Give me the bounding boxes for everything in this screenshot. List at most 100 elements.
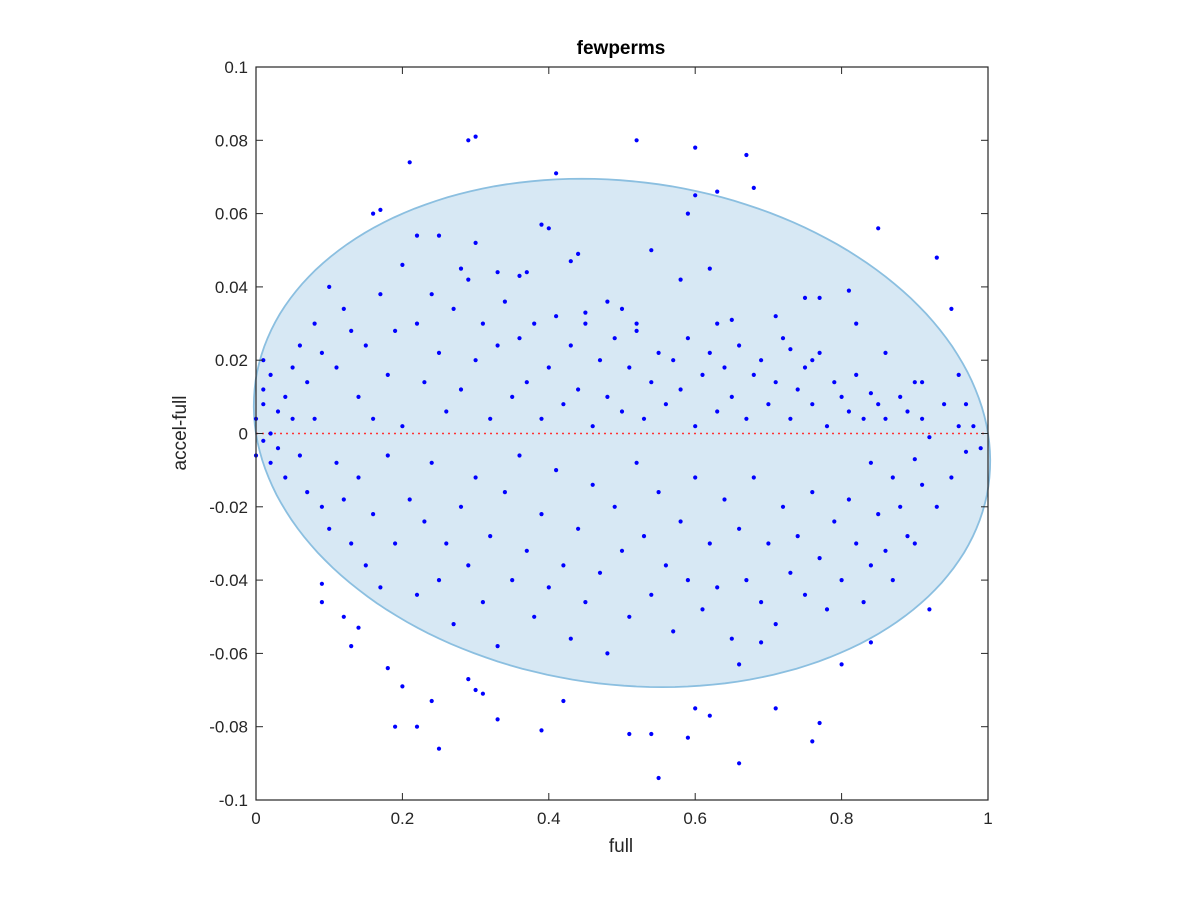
data-point [305,380,310,385]
data-point [627,365,632,370]
data-point [363,563,368,568]
data-point [649,731,654,737]
data-point [612,336,617,341]
data-point [444,409,449,414]
data-point [283,475,288,480]
data-point [890,475,895,480]
data-point [707,713,712,718]
data-point [868,391,874,396]
data-point [788,347,793,352]
data-point [473,687,478,693]
data-point [802,592,808,597]
data-point [510,394,515,399]
data-point [436,350,442,355]
data-point [773,706,778,711]
data-point [722,365,727,370]
data-point [656,490,661,495]
data-point [312,416,317,421]
data-point [371,511,376,517]
data-point [290,416,295,421]
data-point [583,321,588,326]
data-point [576,526,581,531]
data-point [539,728,544,733]
y-tick-label: 0.08 [215,131,248,150]
data-point [876,511,881,517]
data-point [275,446,281,451]
data-point [275,409,281,414]
data-point [268,460,273,465]
data-point [759,600,764,605]
y-tick-label: 0 [239,425,248,444]
data-point [502,490,507,495]
data-point [576,387,581,392]
data-point [561,698,566,704]
data-point [861,416,866,421]
data-point [685,578,691,583]
data-point [400,424,405,429]
data-point [641,416,647,421]
data-point [385,372,390,377]
data-point [876,226,881,231]
data-point [627,731,632,737]
data-point [268,431,273,436]
data-point [729,394,734,399]
data-point [458,387,464,392]
data-point [890,578,895,583]
data-point [297,343,302,348]
data-point [414,592,420,597]
x-tick-label: 0.6 [683,809,707,828]
data-point [576,251,581,256]
data-point [715,409,720,414]
data-point [854,372,859,377]
data-point [627,614,632,619]
data-point [319,504,324,509]
data-point [612,504,617,509]
data-point [912,541,917,546]
data-point [583,600,588,605]
data-point [649,380,654,385]
data-point [934,255,939,260]
data-point [868,563,874,568]
data-point [319,581,324,586]
data-point [524,548,529,553]
data-point [554,314,559,319]
data-point [707,541,712,546]
data-point [656,350,661,355]
data-point [597,358,603,363]
data-point [422,380,427,385]
data-point [466,277,471,282]
data-point [634,321,639,326]
data-point [810,739,815,744]
data-point [539,222,544,227]
x-tick-label: 1 [983,809,992,828]
data-point [817,556,822,561]
chart-title: fewperms [577,38,666,59]
data-point [722,497,727,502]
data-point [517,336,522,341]
data-point [832,380,837,385]
data-point [414,321,420,326]
x-tick-label: 0 [251,809,260,828]
data-point [436,233,442,238]
data-point [766,402,771,407]
data-point [920,482,925,487]
data-point [956,424,961,429]
y-tick-label: -0.08 [209,718,248,737]
data-point [766,541,771,546]
y-tick-label: -0.02 [209,498,248,517]
data-point [283,394,288,399]
data-point [854,541,859,546]
data-point [546,226,551,231]
data-point [510,578,515,583]
y-axis-label: accel-full [170,396,191,471]
x-tick-label: 0.4 [537,809,561,828]
data-point [619,306,625,311]
data-point [488,416,493,421]
data-point [912,457,917,462]
data-point [568,636,573,641]
data-point [436,578,442,583]
data-point [693,424,698,429]
data-point [963,402,969,407]
data-point [744,578,749,583]
